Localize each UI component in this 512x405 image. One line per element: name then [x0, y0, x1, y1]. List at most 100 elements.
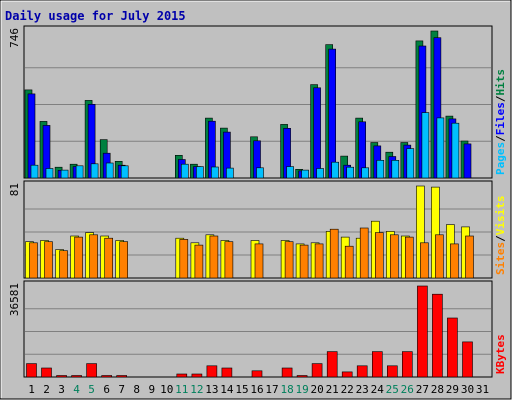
legend-entry: Hits: [494, 69, 507, 96]
bar-kbytes-day-30: [462, 341, 473, 378]
x-tick-label: 12: [190, 383, 203, 396]
bar-pages-day-7: [120, 165, 129, 179]
x-tick-label: 26: [401, 383, 414, 396]
bar-kbytes-day-7: [116, 375, 127, 378]
x-tick-label: 28: [431, 383, 444, 396]
bar-pages-day-19: [301, 169, 309, 179]
legend-entry: Visits: [494, 196, 507, 236]
bar-pages-day-6: [105, 162, 114, 179]
x-axis-labels: 1 2 3 4 5 6 7 8 9 10 11 12 13 14 15 16 17 18 19 20 21 22 23 24 2…: [28, 383, 489, 396]
bar-kbytes-day-19: [296, 375, 308, 378]
bar-sites-day-4: [74, 236, 83, 279]
series-pages: [30, 112, 460, 179]
bar-sites-day-26: [404, 236, 414, 279]
x-tick-label: 1: [28, 383, 35, 396]
bar-sites-day-25: [389, 234, 399, 279]
bar-kbytes-day-13: [206, 365, 218, 378]
bar-sites-day-23: [359, 227, 369, 279]
bar-kbytes-day-12: [191, 373, 203, 378]
bar-files-day-20: [313, 87, 321, 179]
bar-kbytes-day-6: [101, 375, 112, 378]
chart-title: Daily usage for July 2015: [5, 9, 186, 23]
x-tick-label: 21: [326, 383, 339, 396]
bar-sites-day-30: [465, 235, 474, 279]
legend-entry: Sites: [494, 242, 507, 275]
x-tick-label: 5: [88, 383, 95, 396]
bar-kbytes-day-4: [71, 375, 82, 378]
bar-kbytes-day-28: [432, 293, 443, 378]
bar-pages-day-1: [30, 164, 39, 179]
bar-pages-day-11: [181, 163, 189, 179]
bar-pages-day-23: [361, 167, 370, 179]
bar-sites-day-13: [209, 235, 219, 279]
bar-pages-day-16: [256, 167, 264, 179]
bar-kbytes-day-16: [251, 370, 263, 378]
bar-kbytes-day-24: [371, 351, 383, 378]
bar-pages-day-21: [331, 161, 340, 179]
bar-sites-day-27: [420, 242, 429, 279]
panel-max-label: 36581: [8, 283, 21, 316]
bar-kbytes-day-2: [41, 367, 52, 378]
x-tick-label: 31: [476, 383, 489, 396]
bar-sites-day-19: [299, 244, 309, 279]
panel-frame: [23, 280, 493, 378]
x-tick-label: 3: [58, 383, 65, 396]
bar-pages-day-22: [346, 166, 355, 179]
bar-pages-day-14: [226, 167, 234, 179]
x-tick-label: 23: [356, 383, 369, 396]
x-tick-label: 2: [43, 383, 50, 396]
bar-kbytes-day-1: [26, 363, 37, 378]
bar-pages-day-24: [376, 160, 385, 179]
bar-pages-day-12: [196, 166, 204, 179]
x-tick-label: 14: [220, 383, 234, 396]
legend-entry: /: [494, 135, 507, 142]
bar-sites-day-21: [329, 228, 339, 279]
panel-kbytes: 36581 KBytes: [8, 280, 507, 378]
bar-pages-day-18: [286, 166, 294, 179]
legend-entry: KBytes: [494, 334, 507, 374]
bar-kbytes-day-22: [341, 371, 353, 378]
bar-kbytes-day-27: [417, 285, 428, 378]
bar-kbytes-day-23: [356, 365, 368, 378]
bar-sites-day-5: [89, 234, 98, 279]
x-tick-label: 15: [235, 383, 248, 396]
legend-entry: Pages: [494, 142, 507, 175]
bar-sites-day-7: [119, 241, 128, 279]
bar-sites-day-16: [254, 243, 264, 279]
bar-sites-day-29: [450, 243, 459, 279]
bar-sites-day-28: [435, 234, 444, 279]
bar-kbytes-day-25: [386, 365, 398, 378]
legend-entry: Files: [494, 102, 507, 135]
legend-entry: /: [494, 235, 507, 242]
bar-kbytes-day-14: [221, 367, 233, 378]
bar-sites-day-14: [224, 241, 234, 279]
bar-sites-day-24: [374, 232, 384, 279]
bar-kbytes-day-20: [311, 363, 323, 378]
x-tick-label: 13: [205, 383, 218, 396]
x-tick-label: 30: [461, 383, 474, 396]
bar-pages-day-13: [211, 166, 219, 179]
bar-sites-day-11: [179, 239, 189, 279]
bar-sites-day-12: [194, 244, 204, 279]
x-tick-label: 8: [133, 383, 140, 396]
x-tick-label: 9: [148, 383, 155, 396]
bar-sites-day-18: [284, 241, 294, 279]
bar-pages-day-5: [90, 163, 99, 179]
bar-sites-day-1: [29, 242, 38, 279]
bar-kbytes-day-18: [281, 367, 293, 378]
bar-kbytes-day-3: [56, 375, 67, 378]
x-tick-label: 20: [310, 383, 323, 396]
x-tick-label: 29: [446, 383, 459, 396]
x-tick-label: 25: [386, 383, 399, 396]
legend-entry: /: [494, 95, 507, 102]
bar-pages-day-26: [406, 148, 415, 179]
panel-legend: Sites/Visits: [494, 196, 507, 276]
bar-files-day-30: [463, 143, 472, 179]
series-sites: [29, 227, 474, 279]
chart-panels: 746Pages/Files/Hits81Sites/Visits36581KB…: [8, 25, 507, 378]
x-tick-label: 27: [416, 383, 429, 396]
bar-pages-day-2: [45, 168, 54, 179]
bar-kbytes-day-11: [176, 373, 188, 378]
panel-visits-sites: 81 Sites/Visits: [8, 180, 507, 279]
x-tick-label: 17: [265, 383, 278, 396]
